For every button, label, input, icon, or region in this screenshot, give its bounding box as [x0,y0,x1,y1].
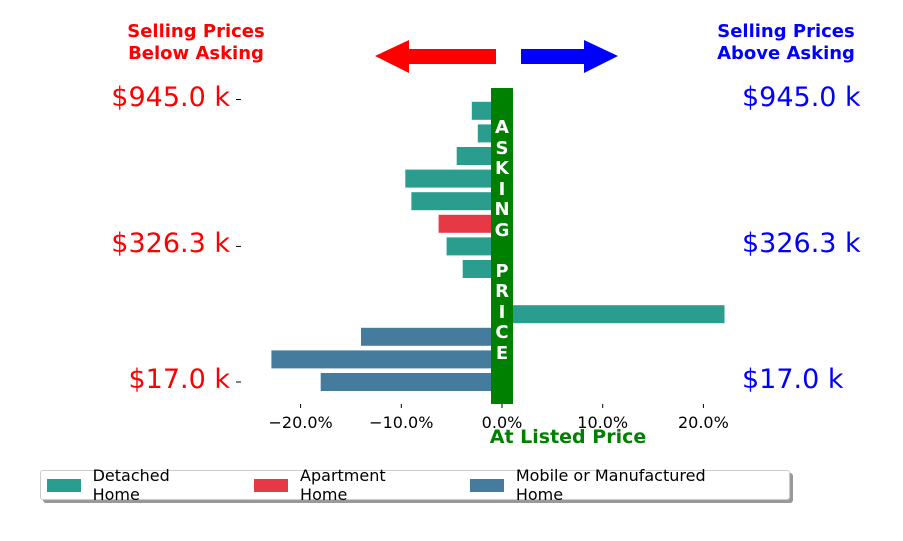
price-label-left: $17.0 k [128,364,230,395]
bar [320,373,502,391]
x-axis-label: At Listed Price [489,426,647,448]
pillar-letter: C [495,322,509,343]
legend-item: Detached Home [47,466,220,504]
bar [502,305,725,324]
pillar-letter [491,241,513,262]
header-above-asking: Selling Prices Above Asking [717,21,855,64]
pillar-letter: G [494,219,510,241]
header-below-asking: Selling Prices Below Asking [127,21,265,64]
pillar-letter: P [495,260,509,282]
legend-swatch [254,478,289,492]
price-label-right: $326.3 k [742,228,861,260]
legend-label: Detached Home [92,466,170,504]
pillar-letter: K [495,158,509,179]
bar [405,169,502,188]
x-tick-label: 0.0% [481,413,523,432]
legend-swatch [470,478,504,492]
pillar-letter: R [495,281,509,302]
price-label-right: $945.0 k [742,81,861,113]
price-label-right: $17.0 k [742,364,844,395]
legend-label: Mobile or Manufactured Home [515,466,706,504]
pillar-letter: A [495,117,509,138]
arrow-left-icon [375,40,496,73]
x-tick-label: −10.0% [369,413,434,432]
x-tick-label: 10.0% [577,413,629,432]
bar [361,327,502,346]
legend-item: Mobile or Manufactured Home [470,466,755,504]
x-tick-label: −20.0% [268,413,333,432]
arrow-right-icon [521,40,618,73]
pillar-letter: N [494,199,510,220]
asking-price-pillar [491,88,513,404]
price-label-left: $945.0 k [111,81,230,113]
bar [411,192,502,211]
pillar-letter: S [495,137,509,159]
legend-swatch [47,478,81,492]
legend-item: Apartment Home [254,466,436,504]
bar [456,147,502,165]
price-label-left: $326.3 k [111,228,230,260]
pillar-letter: E [495,342,509,364]
bar [438,214,502,233]
x-tick-label: 20.0% [677,413,729,432]
legend: Detached Home Apartment Home Mobile or Man… [40,466,790,504]
pillar-letter: I [498,178,506,200]
bar [446,237,502,256]
pillar-letter: I [498,301,506,323]
legend-label: Apartment Home [300,466,386,504]
bar [271,350,502,369]
